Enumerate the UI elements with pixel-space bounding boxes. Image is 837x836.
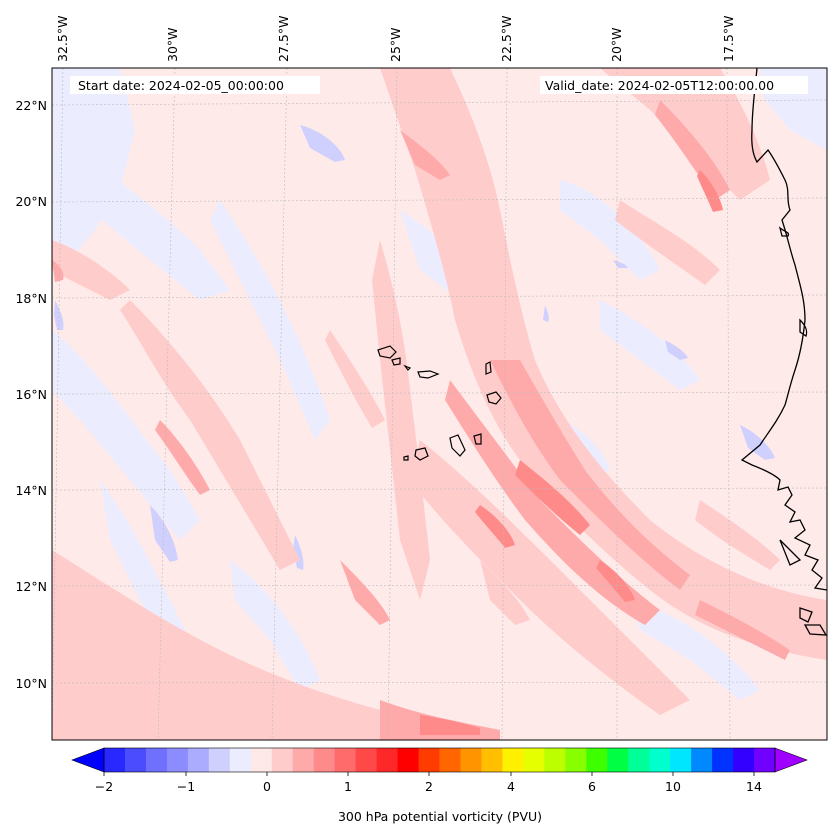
colorbar-segment [271, 748, 294, 772]
colorbar-frame [103, 747, 776, 773]
island-brava [403, 455, 409, 461]
coastlines [740, 68, 827, 636]
colorbar-segment [145, 748, 168, 772]
colorbar-segment [397, 748, 419, 772]
colorbar-ticks [103, 772, 755, 776]
island-santo-antao [377, 345, 397, 359]
colorbar-tick-label: 14 [746, 779, 762, 794]
island-santa-luzia [403, 364, 412, 371]
colorbar-segment [376, 748, 398, 772]
coast-detail-1 [779, 539, 802, 566]
island-sao-nicolau [417, 370, 440, 379]
lon-label: 27.5°W [276, 16, 291, 62]
island-sao-vicente [391, 357, 401, 366]
colorbar-min-extension [71, 747, 105, 773]
start-date-label: Start date: 2024-02-05_00:00:00 [78, 78, 284, 93]
colorbar-segment [418, 748, 440, 772]
colorbar-segment [586, 748, 608, 772]
lon-label: 25°W [388, 27, 403, 62]
coast-inlet-2 [799, 318, 808, 338]
colorbar-segment [481, 748, 503, 772]
colorbar-segment [355, 748, 377, 772]
map-frame [51, 67, 828, 741]
colorbar-segment [523, 748, 545, 772]
lon-label: 22.5°W [499, 16, 514, 62]
colorbar-segment [460, 748, 482, 772]
colorbar-segment [670, 748, 692, 772]
colorbar-segment [607, 748, 629, 772]
colorbar-tick-label: 2 [425, 779, 433, 794]
colorbar-segment [439, 748, 461, 772]
colorbar-segment [628, 748, 650, 772]
lon-label: 17.5°W [721, 16, 736, 62]
positive-pv-cores [420, 170, 723, 735]
lat-label: 16°N [15, 387, 47, 402]
colorbar-tick-label: 10 [665, 779, 681, 794]
colorbar-segment [754, 748, 776, 772]
colorbar-segment [250, 748, 273, 772]
lon-label: 30°W [165, 27, 180, 62]
colorbar-segment [649, 748, 671, 772]
colorbar-segment [292, 748, 315, 772]
colorbar-segment [691, 748, 713, 772]
colorbar-segment [712, 748, 734, 772]
coast-inlet-1 [778, 226, 790, 237]
colorbar-segment [187, 748, 210, 772]
island-boa-vista [486, 391, 502, 405]
colorbar-segment [104, 748, 126, 772]
colorbar: −2 −1 0 1 2 4 6 10 14 300 hPa potential … [71, 747, 808, 824]
map-plot-area: Start date: 2024-02-05_00:00:00 Valid_da… [52, 68, 827, 740]
latitude-labels: 22°N 20°N 18°N 16°N 14°N 12°N 10°N [15, 98, 47, 691]
lat-label: 14°N [15, 483, 47, 498]
lat-label: 10°N [15, 676, 47, 691]
start-date-box [70, 76, 320, 94]
colorbar-segment [313, 748, 336, 772]
colorbar-segment [733, 748, 755, 772]
africa-coastline [740, 68, 827, 591]
lat-label: 18°N [15, 291, 47, 306]
island-sal [485, 361, 492, 375]
coast-detail-3 [803, 624, 827, 636]
colorbar-tick-label: 1 [344, 779, 352, 794]
island-santiago [449, 434, 466, 457]
colorbar-segment [544, 748, 566, 772]
colorbar-max-extension [774, 747, 808, 773]
colorbar-title: 300 hPa potential vorticity (PVU) [338, 809, 542, 824]
positive-pv-contours [52, 68, 827, 740]
longitude-labels: 32.5°W 30°W 27.5°W 25°W 22.5°W 20°W 17.5… [55, 16, 736, 62]
graticule [52, 68, 827, 740]
colorbar-tick-label: −1 [177, 779, 195, 794]
island-fogo [414, 447, 429, 461]
valid-date-box [540, 76, 808, 94]
coast-detail-2 [799, 607, 813, 623]
colorbar-tick-label: 6 [588, 779, 596, 794]
valid-date-label: Valid_date: 2024-02-05T12:00:00.00 [545, 78, 774, 93]
lon-label: 20°W [609, 27, 624, 62]
cape-verde-islands [377, 345, 502, 461]
lon-label: 32.5°W [55, 16, 70, 62]
colorbar-tick-label: 4 [507, 779, 515, 794]
colorbar-segment [166, 748, 189, 772]
lat-label: 20°N [15, 194, 47, 209]
lat-label: 12°N [15, 579, 47, 594]
colorbar-segment [502, 748, 524, 772]
colorbar-segment [229, 748, 252, 772]
colorbar-segment [565, 748, 587, 772]
island-maio [473, 433, 482, 445]
colorbar-segments [104, 748, 776, 772]
lat-label: 22°N [15, 98, 47, 113]
colorbar-segment [334, 748, 357, 772]
colorbar-tick-label: 0 [263, 779, 271, 794]
colorbar-segment [208, 748, 231, 772]
colorbar-tick-label: −2 [95, 779, 113, 794]
colorbar-segment [124, 748, 147, 772]
